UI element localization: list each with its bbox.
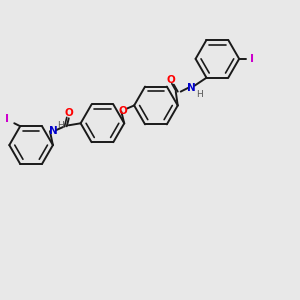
Text: O: O	[64, 108, 73, 118]
Text: I: I	[250, 54, 254, 64]
Text: I: I	[5, 114, 9, 124]
Text: O: O	[167, 75, 175, 85]
Text: N: N	[187, 82, 196, 93]
Text: N: N	[49, 126, 57, 136]
Text: H: H	[196, 90, 203, 99]
Text: H: H	[58, 121, 64, 130]
Text: O: O	[119, 106, 128, 116]
